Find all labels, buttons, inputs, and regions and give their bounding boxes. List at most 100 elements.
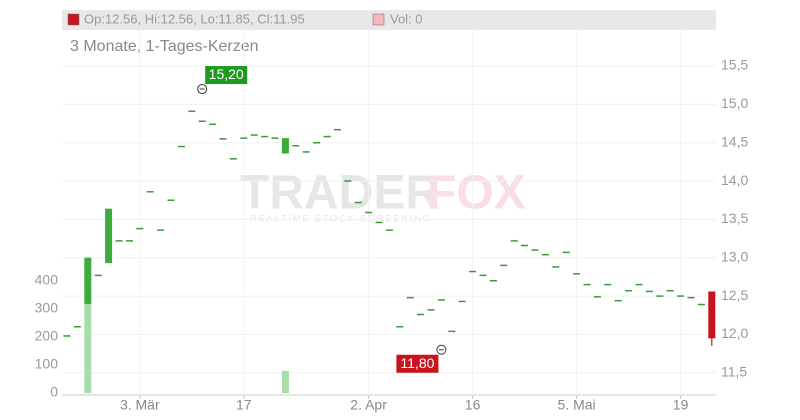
candle-body [281, 138, 289, 154]
price-dash [656, 295, 664, 297]
x-tick-label: 16 [465, 397, 481, 413]
y2-tick-label: 300 [35, 300, 59, 316]
price-dash [593, 296, 601, 298]
y-tick-label: 15,5 [721, 57, 748, 73]
y2-tick-label: 200 [35, 328, 59, 344]
price-dash [583, 283, 591, 286]
price-dash [292, 145, 300, 147]
price-dash [240, 137, 248, 139]
price-dash [157, 229, 165, 231]
candle-body [84, 257, 92, 305]
price-dash [63, 335, 71, 337]
price-dash [375, 221, 383, 224]
watermark-text: FOX [427, 167, 526, 220]
price-dash [406, 296, 414, 299]
price-dash [625, 289, 633, 292]
price-dash [250, 134, 258, 136]
price-dash [614, 299, 622, 302]
y2-tick-label: 0 [50, 384, 58, 400]
x-tick-label: 2. Apr [350, 397, 387, 413]
price-dash [510, 240, 518, 242]
price-dash [697, 303, 705, 306]
price-dash [313, 141, 321, 144]
y-tick-label: 12,0 [721, 325, 748, 341]
subtitle: 3 Monate, 1-Tages-Kerzen [70, 38, 259, 55]
price-dash [437, 299, 445, 301]
price-dash [604, 283, 612, 286]
price-dash [229, 158, 237, 160]
volume-label: Vol: 0 [390, 11, 423, 26]
price-dash [521, 244, 529, 247]
y-tick-label: 14,0 [721, 172, 748, 188]
header-bar [62, 10, 716, 30]
price-dash [94, 274, 102, 277]
price-dash [552, 266, 560, 268]
price-dash [385, 229, 393, 231]
price-dash [302, 151, 310, 153]
y2-tick-label: 100 [35, 356, 59, 372]
extreme-label: 15,20 [209, 66, 244, 82]
price-dash [261, 135, 269, 138]
price-dash [354, 201, 362, 204]
price-dash [146, 191, 154, 193]
ohlc-swatch [67, 13, 80, 26]
price-dash [479, 274, 487, 277]
price-dash [125, 240, 133, 242]
price-dash [396, 326, 404, 328]
x-tick-label: 3. Mär [120, 397, 160, 413]
price-dash [500, 264, 508, 267]
price-dash [666, 289, 674, 292]
price-dash [115, 240, 123, 242]
extreme-label-box [396, 354, 439, 373]
price-dash [188, 110, 196, 113]
volume-bar [281, 370, 289, 394]
price-dash [448, 330, 456, 333]
candle-body [105, 208, 113, 264]
extreme-label: 11,80 [400, 355, 434, 371]
price-dash [323, 135, 331, 138]
watermark: TRADER FOX REALTIME STOCK SCREENING [240, 167, 526, 224]
y-tick-label: 12,5 [721, 287, 748, 303]
ohlc-label: Op:12.56, Hi:12.56, Lo:11.85, Cl:11.95 [84, 11, 305, 26]
candle-body [708, 291, 716, 339]
price-dash [531, 249, 539, 251]
price-dash [635, 283, 643, 286]
price-dash [167, 199, 175, 201]
price-dash [365, 211, 373, 214]
price-dash [136, 227, 144, 230]
y-tick-label: 14,5 [721, 133, 748, 149]
price-dash [344, 180, 352, 182]
price-dash [198, 120, 206, 122]
x-tick-label: 17 [236, 397, 252, 413]
extreme-label-box [205, 66, 248, 85]
y2-tick-label: 400 [35, 272, 59, 288]
watermark-tagline: REALTIME STOCK SCREENING [250, 213, 432, 223]
price-dash [271, 137, 279, 139]
price-dash [573, 273, 581, 275]
volume-swatch [372, 13, 385, 26]
x-tick-label: 5. Mai [558, 397, 596, 413]
y-tick-label: 15,0 [721, 95, 748, 111]
price-dash [562, 251, 570, 254]
price-dash [677, 295, 685, 297]
price-dash [541, 253, 549, 256]
price-dash [417, 313, 425, 316]
price-dash [469, 270, 477, 273]
price-dash [333, 128, 341, 131]
price-dash [645, 290, 653, 293]
price-dash [177, 145, 185, 148]
y-tick-label: 13,0 [721, 248, 748, 264]
price-dash [458, 300, 466, 303]
price-dash [209, 123, 217, 126]
y-tick-label: 11,5 [721, 363, 747, 379]
price-dash [219, 138, 227, 140]
volume-bar [84, 305, 92, 394]
price-dash [427, 309, 435, 311]
y-tick-label: 13,5 [721, 210, 748, 226]
price-dash [73, 326, 81, 328]
x-tick-label: 19 [673, 397, 689, 413]
price-dash [687, 296, 695, 299]
price-dash [489, 279, 497, 282]
